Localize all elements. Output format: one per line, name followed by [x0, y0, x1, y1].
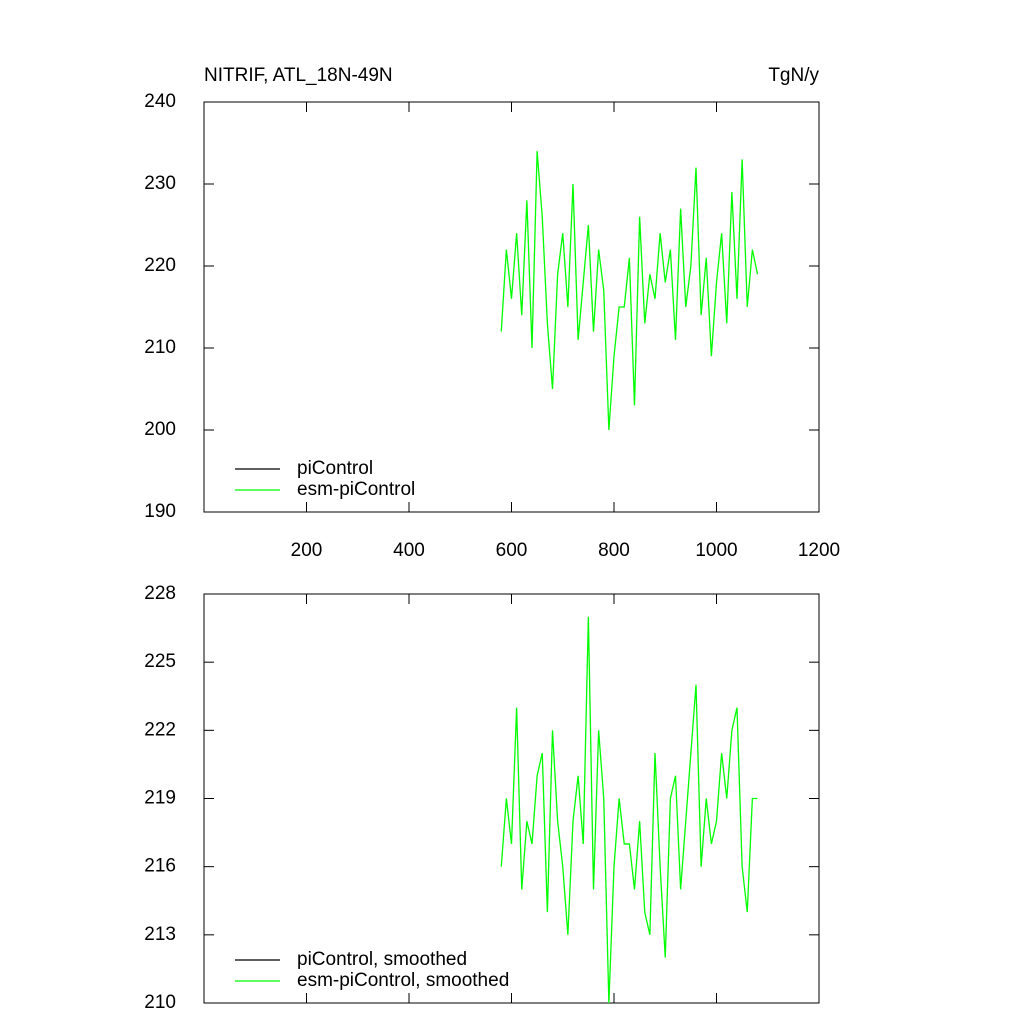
- y-tick-label: 190: [144, 501, 176, 522]
- legend-label: piControl: [297, 458, 373, 479]
- units-label: TgN/y: [768, 65, 819, 86]
- y-tick-label: 228: [144, 583, 176, 604]
- x-tick-label: 600: [496, 540, 528, 561]
- x-tick-label: 800: [598, 540, 630, 561]
- y-tick-label: 219: [144, 788, 176, 809]
- legend-label: esm-piControl: [297, 479, 415, 500]
- y-tick-label: 230: [144, 173, 176, 194]
- y-tick-label: 210: [144, 992, 176, 1013]
- y-tick-label: 210: [144, 337, 176, 358]
- y-tick-label: 213: [144, 924, 176, 945]
- y-tick-label: 240: [144, 91, 176, 112]
- x-tick-label: 1000: [695, 540, 737, 561]
- y-tick-label: 200: [144, 419, 176, 440]
- x-tick-label: 400: [393, 540, 425, 561]
- y-tick-label: 216: [144, 856, 176, 877]
- x-tick-label: 1200: [798, 540, 840, 561]
- data-line: [500, 151, 759, 431]
- legend-label: esm-piControl, smoothed: [297, 970, 509, 991]
- y-tick-label: 225: [144, 651, 176, 672]
- chart-title: NITRIF, ATL_18N-49N: [204, 65, 393, 86]
- y-tick-label: 222: [144, 719, 176, 740]
- legend-label: piControl, smoothed: [297, 949, 467, 970]
- x-tick-label: 200: [291, 540, 323, 561]
- y-tick-label: 220: [144, 255, 176, 276]
- data-line: [500, 616, 758, 1004]
